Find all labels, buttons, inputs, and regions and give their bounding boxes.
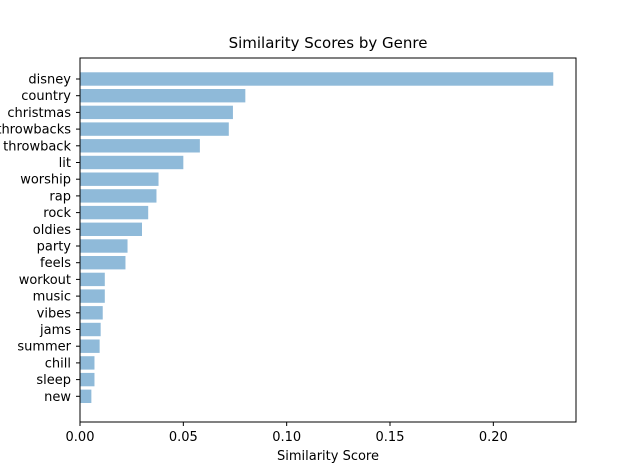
bar-rap — [80, 189, 157, 203]
x-axis: 0.00 0.05 0.10 0.15 0.20 — [66, 422, 508, 445]
bar-country — [80, 89, 246, 103]
bar-oldies — [80, 222, 142, 236]
bar-sleep — [80, 372, 95, 387]
bar-throwback — [80, 139, 200, 153]
y-tick-label-rap: rap — [49, 189, 71, 204]
bar-rock — [80, 205, 149, 220]
bar-chill — [80, 356, 95, 370]
x-tick-label: 0.10 — [272, 430, 301, 445]
x-tick-label: 0.15 — [376, 430, 405, 445]
bar-summer — [80, 339, 100, 353]
bar-jams — [80, 322, 101, 337]
y-tick-label-new: new — [44, 390, 71, 405]
y-tick-label-jams: jams — [39, 323, 71, 338]
bar-throwbacks — [80, 122, 229, 136]
y-tick-label-chill: chill — [45, 356, 71, 371]
y-tick-label-vibes: vibes — [37, 306, 72, 321]
x-tick-label: 0.00 — [66, 430, 95, 445]
bar-worship — [80, 172, 159, 186]
bar-new — [80, 389, 92, 403]
y-tick-label-party: party — [37, 240, 72, 255]
y-tick-label-throwback: throwback — [3, 139, 71, 154]
plot-frame — [79, 57, 577, 423]
y-tick-label-feels: feels — [40, 256, 71, 271]
bar-workout — [80, 272, 105, 287]
y-tick-label-worship: worship — [20, 173, 71, 188]
bar-feels — [80, 256, 126, 270]
y-tick-label-disney: disney — [28, 73, 71, 88]
y-tick-label-music: music — [33, 290, 71, 305]
bars — [80, 72, 554, 403]
y-tick-label-workout: workout — [19, 273, 71, 288]
x-tick-label: 0.05 — [169, 430, 198, 445]
bar-disney — [80, 72, 554, 86]
y-tick-label-summer: summer — [17, 340, 71, 355]
bar-lit — [80, 155, 184, 170]
y-tick-label-throwbacks: throwbacks — [0, 123, 71, 138]
y-tick-label-christmas: christmas — [7, 106, 71, 121]
x-axis-label: Similarity Score — [277, 449, 379, 464]
bar-party — [80, 239, 128, 253]
y-tick-label-oldies: oldies — [33, 223, 71, 238]
y-tick-label-rock: rock — [43, 206, 71, 221]
bar-vibes — [80, 306, 103, 320]
y-tick-label-country: country — [21, 89, 71, 104]
bar-christmas — [80, 105, 233, 120]
y-tick-label-lit: lit — [59, 156, 71, 171]
chart-title: Similarity Scores by Genre — [229, 34, 428, 52]
x-tick-label: 0.20 — [479, 430, 508, 445]
bar-music — [80, 289, 105, 303]
y-tick-label-sleep: sleep — [36, 373, 71, 388]
